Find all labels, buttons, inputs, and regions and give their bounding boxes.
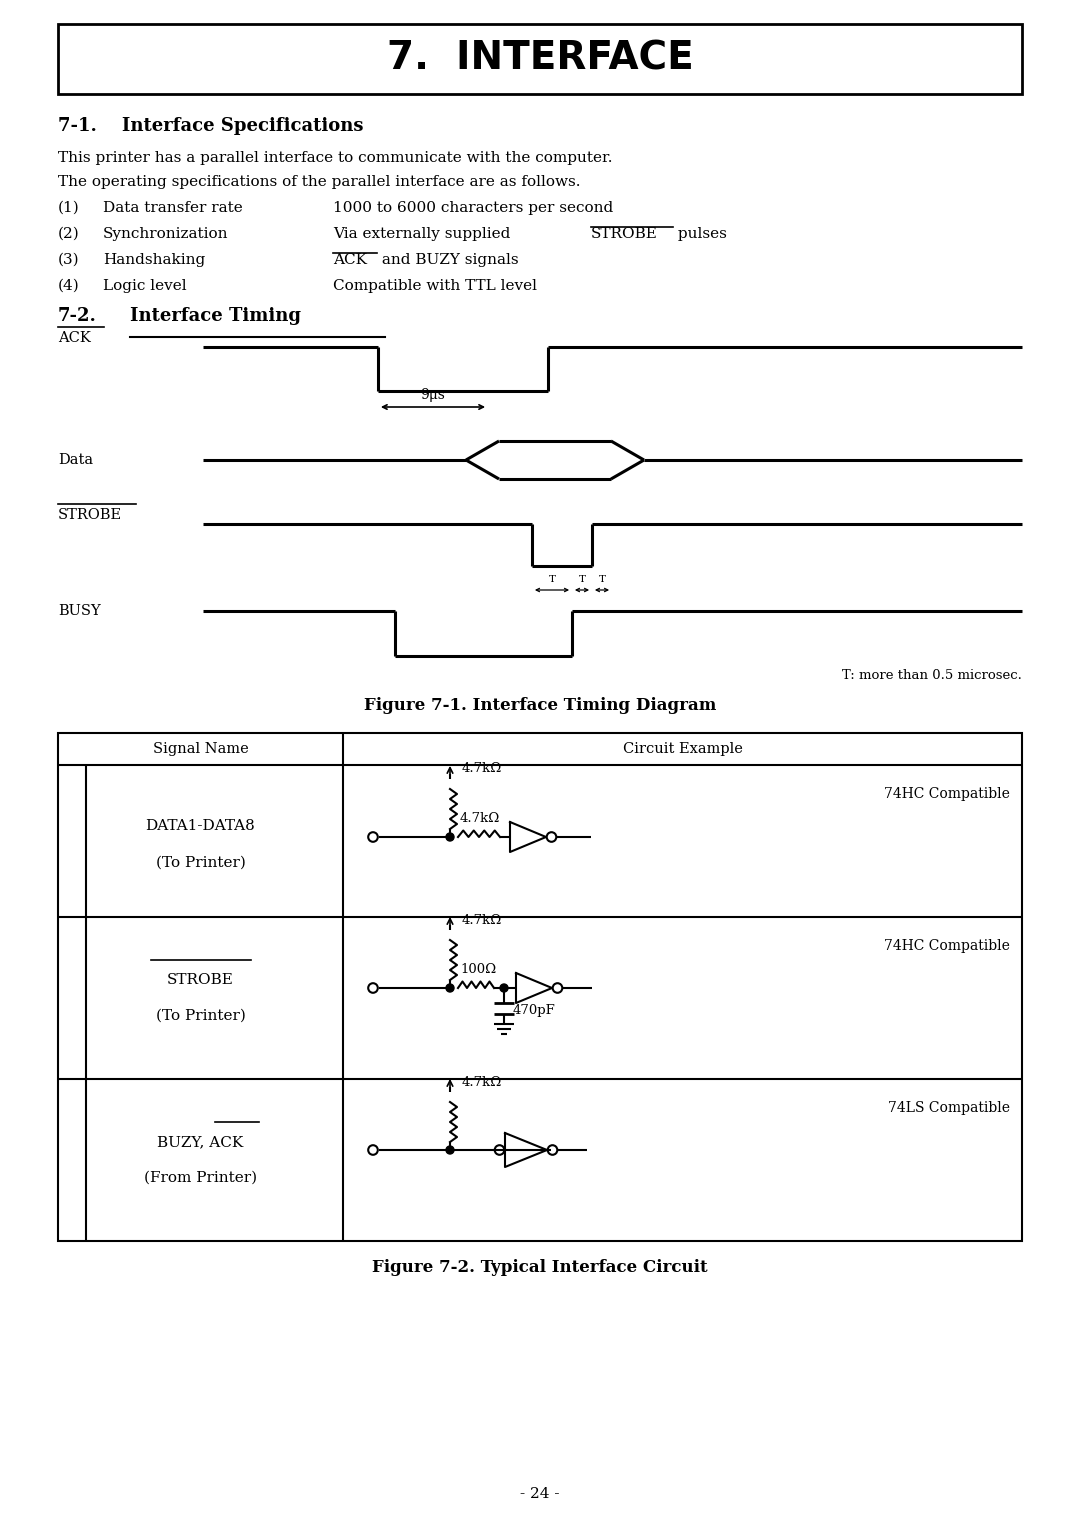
Text: (To Printer): (To Printer) — [156, 856, 245, 870]
Text: Signal Name: Signal Name — [152, 742, 248, 755]
Text: 470pF: 470pF — [513, 1003, 556, 1017]
Text: T: T — [598, 575, 606, 584]
Text: Data transfer rate: Data transfer rate — [103, 200, 243, 216]
Text: T: T — [549, 575, 555, 584]
Text: STROBE: STROBE — [591, 226, 658, 242]
Text: (From Printer): (From Printer) — [144, 1171, 257, 1185]
Text: This printer has a parallel interface to communicate with the computer.: This printer has a parallel interface to… — [58, 151, 612, 165]
Text: ACK: ACK — [333, 252, 367, 268]
Text: 4.7kΩ: 4.7kΩ — [462, 913, 502, 927]
Circle shape — [446, 985, 454, 992]
Text: 7-2.: 7-2. — [58, 307, 97, 326]
Text: 100Ω: 100Ω — [460, 963, 496, 976]
Text: (To Printer): (To Printer) — [156, 1009, 245, 1023]
Circle shape — [446, 833, 454, 841]
Text: 7-1.    Interface Specifications: 7-1. Interface Specifications — [58, 118, 364, 135]
Text: Figure 7-1. Interface Timing Diagram: Figure 7-1. Interface Timing Diagram — [364, 697, 716, 714]
Text: T: more than 0.5 microsec.: T: more than 0.5 microsec. — [842, 670, 1022, 682]
Text: DATA1-DATA8: DATA1-DATA8 — [146, 820, 255, 833]
Text: 4.7kΩ: 4.7kΩ — [460, 812, 500, 826]
Text: Compatible with TTL level: Compatible with TTL level — [333, 278, 537, 294]
Text: (2): (2) — [58, 226, 80, 242]
Text: BUZY, ACK: BUZY, ACK — [158, 1135, 244, 1148]
Text: T: T — [579, 575, 585, 584]
Text: Synchronization: Synchronization — [103, 226, 229, 242]
Circle shape — [500, 985, 508, 992]
Text: 9μs: 9μs — [420, 388, 445, 402]
Text: Via externally supplied: Via externally supplied — [333, 226, 511, 242]
Text: 74LS Compatible: 74LS Compatible — [888, 1101, 1010, 1115]
Text: (1): (1) — [58, 200, 80, 216]
Text: Interface Timing: Interface Timing — [130, 307, 301, 326]
Bar — [58, 732, 1022, 1242]
Text: pulses: pulses — [673, 226, 727, 242]
Text: Circuit Example: Circuit Example — [622, 742, 742, 755]
Text: 4.7kΩ: 4.7kΩ — [462, 763, 502, 775]
Text: ACK: ACK — [58, 330, 91, 346]
Circle shape — [446, 1147, 454, 1154]
Text: Data: Data — [58, 453, 93, 466]
Text: Handshaking: Handshaking — [103, 252, 205, 268]
Text: Logic level: Logic level — [103, 278, 187, 294]
Text: (3): (3) — [58, 252, 80, 268]
Text: (4): (4) — [58, 278, 80, 294]
Text: STROBE: STROBE — [167, 972, 234, 988]
Text: and BUZY signals: and BUZY signals — [377, 252, 518, 268]
Text: 7.  INTERFACE: 7. INTERFACE — [387, 40, 693, 78]
Text: 74HC Compatible: 74HC Compatible — [885, 939, 1010, 953]
Text: STROBE: STROBE — [58, 508, 122, 521]
Text: Figure 7-2. Typical Interface Circuit: Figure 7-2. Typical Interface Circuit — [373, 1258, 707, 1277]
Bar — [58, 24, 1022, 93]
Text: - 24 -: - 24 - — [521, 1488, 559, 1501]
Text: 1000 to 6000 characters per second: 1000 to 6000 characters per second — [333, 200, 613, 216]
Text: BUSY: BUSY — [58, 604, 100, 618]
Text: 74HC Compatible: 74HC Compatible — [885, 787, 1010, 801]
Text: 4.7kΩ: 4.7kΩ — [462, 1075, 502, 1089]
Text: The operating specifications of the parallel interface are as follows.: The operating specifications of the para… — [58, 174, 581, 190]
